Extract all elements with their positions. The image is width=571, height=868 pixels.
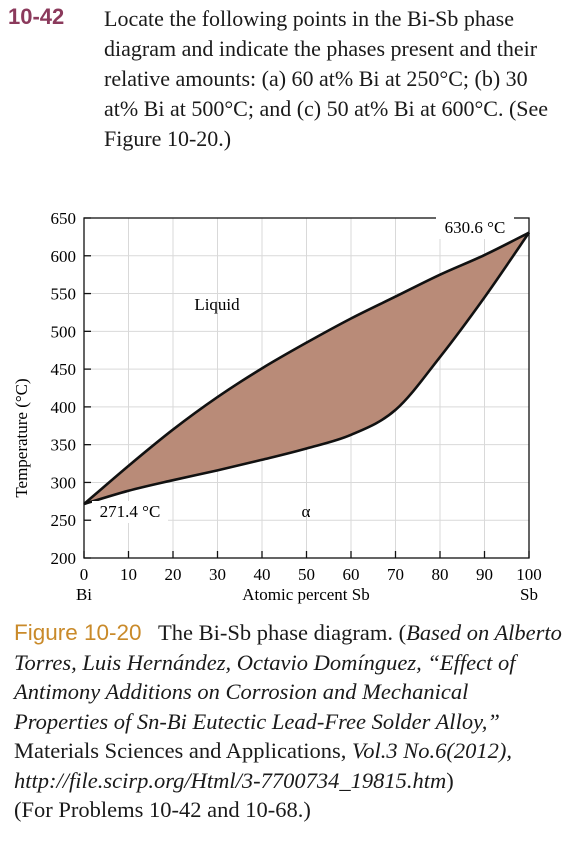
problem-number: 10-42 [8, 4, 65, 29]
caption-volume: Vol.3 No.6(2012), http://file.scirp.org/… [14, 738, 513, 793]
caption-closing: ) [446, 767, 454, 793]
problem-text: Locate the following points in the Bi-Sb… [104, 6, 549, 151]
caption-source: Based on Alberto Torres, Luis Hernández,… [14, 620, 562, 734]
x-axis-label: Atomic percent Sb [242, 585, 369, 604]
y-tick-label: 200 [51, 549, 77, 568]
caption-problems: (For Problems 10-42 and 10-68.) [14, 797, 311, 822]
caption-journal: Materials Sciences and Applications, [14, 738, 353, 763]
two-phase-region [84, 232, 529, 505]
liquid-region-label: Liquid [194, 295, 240, 314]
x-tick-label: 70 [387, 565, 404, 584]
chart-ticks: 0 10 20 30 40 50 60 70 80 90 100 200 250 300 350 400 450… [51, 209, 542, 584]
sb-melt-label-bg [436, 217, 514, 239]
y-tick-label: 300 [51, 473, 77, 492]
y-tick-label: 650 [51, 209, 77, 228]
y-tick-label: 550 [51, 285, 77, 304]
x-end-label-bi: Bi [76, 585, 92, 604]
x-tick-label: 80 [432, 565, 449, 584]
y-tick-label: 500 [51, 322, 77, 341]
x-tick-label: 10 [120, 565, 137, 584]
solidus-line [83, 231, 531, 506]
sb-melting-point-label: 630.6 °C [445, 218, 506, 237]
x-tick-label: 100 [516, 565, 542, 584]
x-end-label-sb: Sb [520, 585, 538, 604]
x-tick-label: 20 [165, 565, 182, 584]
y-tick-label: 400 [51, 398, 77, 417]
y-tick-label: 350 [51, 436, 77, 455]
x-tick-label: 0 [80, 565, 89, 584]
bi-melt-label-bg [92, 501, 168, 523]
y-tick-label: 250 [51, 511, 77, 530]
alpha-region-label: α [302, 502, 311, 521]
phase-diagram-chart: 0 10 20 30 40 50 60 70 80 90 100 200 250 300 350 400 450… [12, 209, 542, 604]
x-tick-label: 50 [298, 565, 315, 584]
phase-diagram-figure: 0 10 20 30 40 50 60 70 80 90 100 200 250 300 350 400 450… [0, 200, 571, 610]
x-tick-label: 60 [343, 565, 360, 584]
y-tick-label: 450 [51, 360, 77, 379]
figure-number: Figure 10-20 [14, 620, 142, 645]
y-tick-label: 600 [51, 247, 77, 266]
bi-melting-point-label: 271.4 °C [100, 502, 161, 521]
x-tick-label: 30 [209, 565, 226, 584]
caption-title: The Bi-Sb phase diagram. ( [158, 620, 407, 645]
x-tick-label: 40 [254, 565, 271, 584]
figure-caption: Figure 10-20 The Bi-Sb phase diagram. (B… [14, 618, 562, 825]
liquidus-line [83, 231, 530, 506]
x-tick-label: 90 [476, 565, 493, 584]
y-axis-label: Temperature (°C) [12, 378, 31, 497]
